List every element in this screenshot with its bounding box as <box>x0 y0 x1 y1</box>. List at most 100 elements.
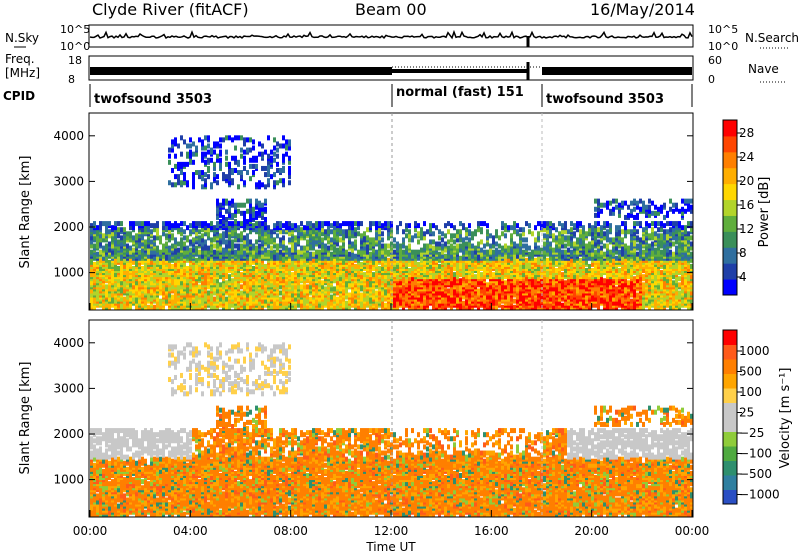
heatmap-cell <box>189 143 192 149</box>
heatmap-cell <box>201 145 204 151</box>
heatmap-cell <box>243 239 246 245</box>
heatmap-cell <box>417 261 420 267</box>
heatmap-cell <box>420 235 423 241</box>
heatmap-cell <box>261 210 264 216</box>
heatmap-cell <box>120 247 123 253</box>
heatmap-cell <box>201 253 204 259</box>
heatmap-cell <box>360 261 363 267</box>
heatmap-cell <box>180 161 183 167</box>
heatmap-cell <box>186 161 189 167</box>
heatmap-cell <box>291 223 294 229</box>
heatmap-cell <box>297 292 300 298</box>
heatmap-cell <box>225 174 228 180</box>
heatmap-cell <box>459 296 462 302</box>
heatmap-cell <box>333 229 336 235</box>
freq-tick-high: 18 <box>68 54 82 67</box>
heatmap-cell <box>192 151 195 157</box>
heatmap-cell <box>189 247 192 253</box>
heatmap-cell <box>111 261 114 267</box>
heatmap-cell <box>351 247 354 253</box>
heatmap-cell <box>342 296 345 302</box>
heatmap-cell <box>465 241 468 247</box>
heatmap-cell <box>171 167 174 173</box>
heatmap-cell <box>504 253 507 259</box>
heatmap-cell <box>126 270 129 276</box>
heatmap-cell <box>333 278 336 284</box>
heatmap-cell <box>525 304 528 310</box>
heatmap-cell <box>111 296 114 302</box>
heatmap-cell <box>363 231 366 237</box>
heatmap-cell <box>351 221 354 227</box>
heatmap-cell <box>279 229 282 235</box>
heatmap-cell <box>240 272 243 278</box>
heatmap-cell <box>513 257 516 263</box>
heatmap-cell <box>267 159 270 165</box>
heatmap-cell <box>186 235 189 241</box>
heatmap-cell <box>444 253 447 259</box>
heatmap-cell <box>195 145 198 151</box>
heatmap-cell <box>504 280 507 286</box>
heatmap-cell <box>528 245 531 251</box>
heatmap-cell <box>333 257 336 263</box>
heatmap-cell <box>186 151 189 157</box>
heatmap-cell <box>105 225 108 231</box>
heatmap-cell <box>321 280 324 286</box>
heatmap-cell <box>249 157 252 163</box>
heatmap-cell <box>216 221 219 227</box>
heatmap-cell <box>255 210 258 216</box>
heatmap-cell <box>252 290 255 296</box>
heatmap-cell <box>183 139 186 145</box>
heatmap-cell <box>90 280 93 286</box>
heatmap-cell <box>228 172 231 178</box>
heatmap-cell <box>282 153 285 159</box>
heatmap-cell <box>111 249 114 255</box>
heatmap-cell <box>492 239 495 245</box>
heatmap-cell <box>249 163 252 169</box>
heatmap-cell <box>195 263 198 269</box>
heatmap-cell <box>243 276 246 282</box>
heatmap-cell <box>510 249 513 255</box>
heatmap-cell <box>99 237 102 243</box>
heatmap-cell <box>372 272 375 278</box>
heatmap-cell <box>441 265 444 271</box>
heatmap-cell <box>282 182 285 188</box>
heatmap-cell <box>330 294 333 300</box>
heatmap-cell <box>312 235 315 241</box>
heatmap-cell <box>300 227 303 233</box>
heatmap-cell <box>144 225 147 231</box>
heatmap-cell <box>303 300 306 306</box>
heatmap-cell <box>492 272 495 278</box>
heatmap-cell <box>468 249 471 255</box>
heatmap-cell <box>330 237 333 243</box>
heatmap-cell <box>147 247 150 253</box>
heatmap-cell <box>231 278 234 284</box>
heatmap-cell <box>402 300 405 306</box>
freq-band-normal <box>392 69 528 73</box>
heatmap-cell <box>213 176 216 182</box>
heatmap-cell <box>336 272 339 278</box>
heatmap-cell <box>225 280 228 286</box>
heatmap-cell <box>222 231 225 237</box>
heatmap-cell <box>147 304 150 310</box>
heatmap-cell <box>402 229 405 235</box>
heatmap-cell <box>153 241 156 247</box>
heatmap-cell <box>243 261 246 267</box>
heatmap-cell <box>216 141 219 147</box>
heatmap-cell <box>204 135 207 141</box>
heatmap-cell <box>195 231 198 237</box>
heatmap-cell <box>252 210 255 216</box>
heatmap-cell <box>150 239 153 245</box>
heatmap-cell <box>201 176 204 182</box>
heatmap-cell <box>456 298 459 304</box>
heatmap-cell <box>363 272 366 278</box>
heatmap-cell <box>267 243 270 249</box>
heatmap-cell <box>357 270 360 276</box>
heatmap-cell <box>486 249 489 255</box>
heatmap-cell <box>183 172 186 178</box>
heatmap-cell <box>162 225 165 231</box>
heatmap-cell <box>534 261 537 267</box>
heatmap-cell <box>315 276 318 282</box>
heatmap-cell <box>183 268 186 274</box>
heatmap-cell <box>246 237 249 243</box>
heatmap-cell <box>300 284 303 290</box>
